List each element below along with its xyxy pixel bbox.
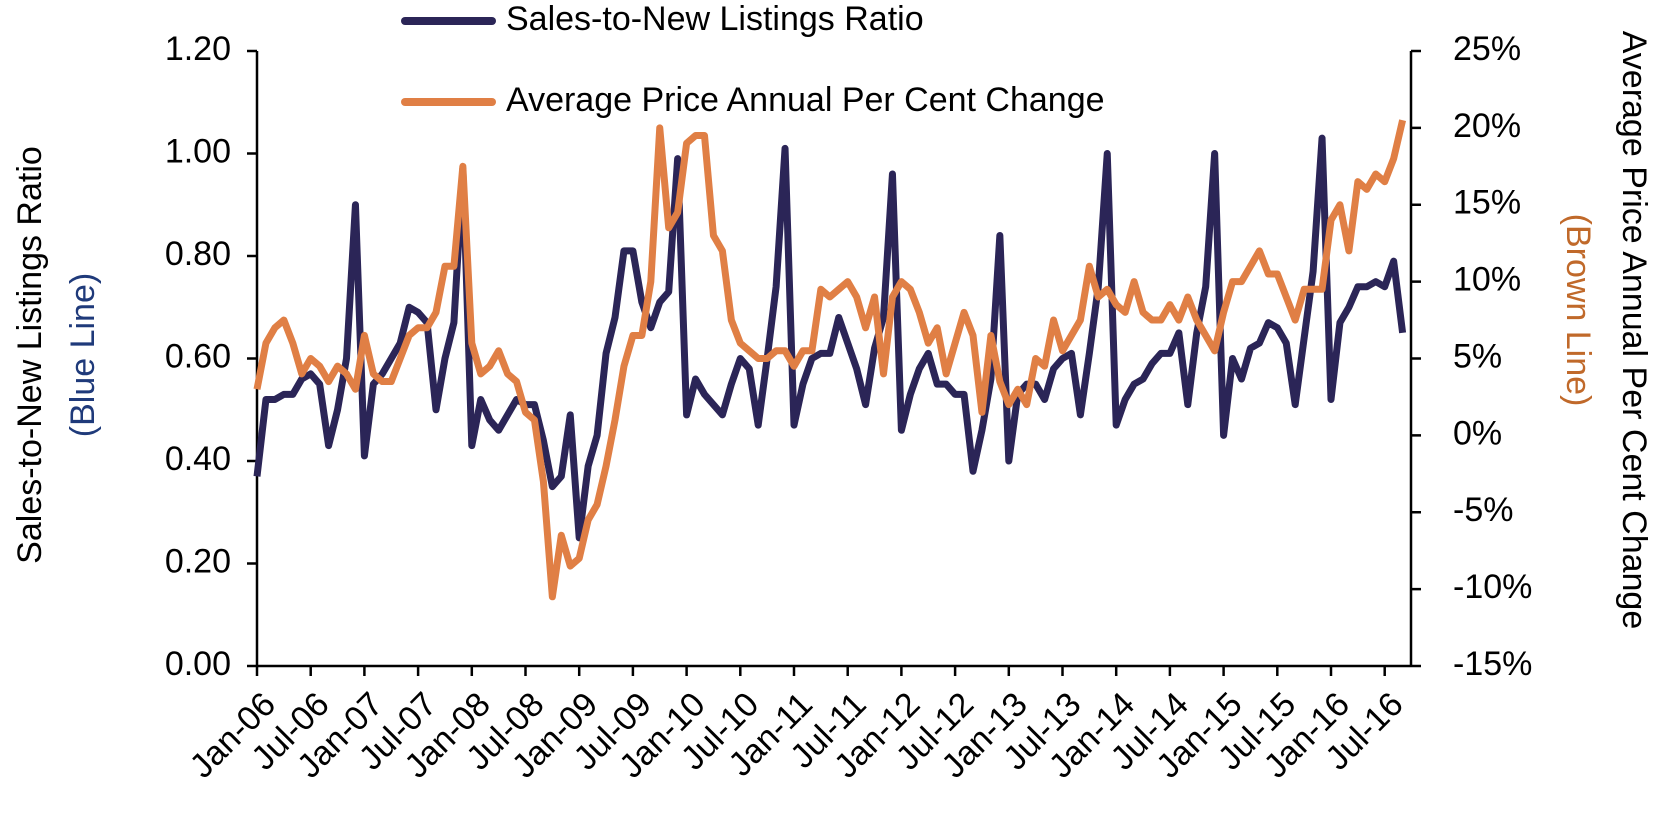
y-tick-label: 1.20 [165,30,231,68]
y2-tick-label: 5% [1453,337,1502,375]
y-tick-label: 0.40 [165,440,231,478]
legend-label: Sales-to-New Listings Ratio [506,0,924,38]
y2-tick-label: 15% [1453,184,1521,222]
y2-tick-label: 20% [1453,107,1521,145]
y-tick-label: 0.60 [165,337,231,375]
y-tick-label: 0.80 [165,235,231,273]
y-tick-label: 0.00 [165,645,231,683]
series-line [253,119,1407,601]
y2-tick-label: -15% [1453,645,1532,683]
y2-tick-label: 10% [1453,261,1521,299]
y-tick-label: 1.00 [165,132,231,170]
y2-tick-label: -10% [1453,568,1532,606]
y2-axis-note: (Brown Line) [1559,214,1597,407]
y-axis-title: Sales-to-New Listings Ratio [11,146,49,564]
y2-tick-label: 0% [1453,414,1502,452]
y-axis-note: (Blue Line) [64,273,102,437]
y2-tick-label: 25% [1453,30,1521,68]
y2-tick-label: -5% [1453,491,1513,529]
y-tick-label: 0.20 [165,542,231,580]
series-line [253,134,1407,542]
legend-label: Average Price Annual Per Cent Change [506,81,1105,119]
y2-axis-title: Average Price Annual Per Cent Change [1615,31,1653,630]
